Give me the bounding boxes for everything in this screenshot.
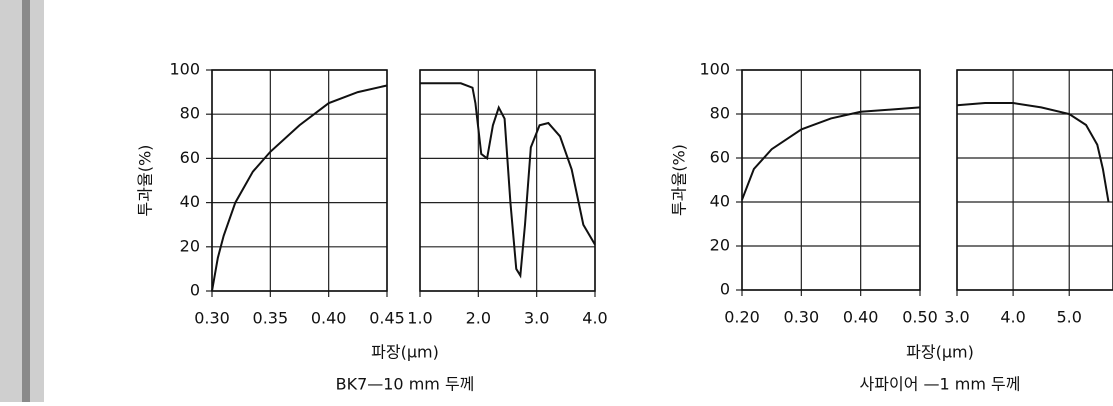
- x-tick-label: 0.35: [253, 309, 289, 328]
- caption: 사파이어 —1 mm 두께: [860, 375, 1021, 394]
- y-tick-label: 60: [180, 148, 200, 167]
- x-tick-label: 0.30: [194, 309, 230, 328]
- x-tick-label: 3.0: [524, 309, 549, 328]
- x-tick-label: 0.40: [843, 308, 879, 327]
- transmission-curve: [211, 84, 388, 292]
- y-tick-label: 40: [710, 192, 730, 211]
- transmission-curve: [956, 102, 1110, 203]
- y-tick-label: 80: [710, 104, 730, 123]
- caption: BK7—10 mm 두께: [336, 375, 475, 394]
- plot-frame: [956, 69, 1113, 291]
- x-axis-label: 파장(μm): [906, 343, 974, 362]
- plot-frame: [419, 69, 596, 292]
- x-tick-label: 3.0: [944, 308, 969, 327]
- transmission-curve: [420, 82, 596, 279]
- y-tick-label: 40: [180, 192, 200, 211]
- plot-frame: [211, 69, 388, 292]
- x-tick-label: 1.0: [407, 309, 432, 328]
- y-tick-label: 80: [180, 104, 200, 123]
- y-tick-label: 20: [710, 236, 730, 255]
- x-tick-label: 0.20: [724, 308, 760, 327]
- y-tick-label: 60: [710, 148, 730, 167]
- y-tick-label: 20: [180, 236, 200, 255]
- y-axis-label: 투과율(%): [670, 144, 689, 216]
- y-tick-label: 100: [699, 60, 730, 79]
- y-tick-label: 0: [190, 281, 200, 300]
- x-tick-label: 0.40: [311, 309, 347, 328]
- y-tick-label: 100: [169, 60, 200, 79]
- x-tick-label: 5.0: [1057, 308, 1082, 327]
- x-tick-label: 0.45: [369, 309, 405, 328]
- y-axis-label: 투과율(%): [136, 145, 155, 217]
- x-tick-label: 4.0: [582, 309, 607, 328]
- x-tick-label: 4.0: [1000, 308, 1025, 327]
- plot-frame: [741, 69, 921, 291]
- x-tick-label: 2.0: [466, 309, 491, 328]
- x-tick-label: 0.30: [784, 308, 820, 327]
- transmission-curve: [741, 106, 921, 201]
- y-tick-label: 0: [720, 280, 730, 299]
- x-axis-label: 파장(μm): [371, 343, 439, 362]
- x-tick-label: 0.50: [902, 308, 938, 327]
- viewer-border: [22, 0, 30, 402]
